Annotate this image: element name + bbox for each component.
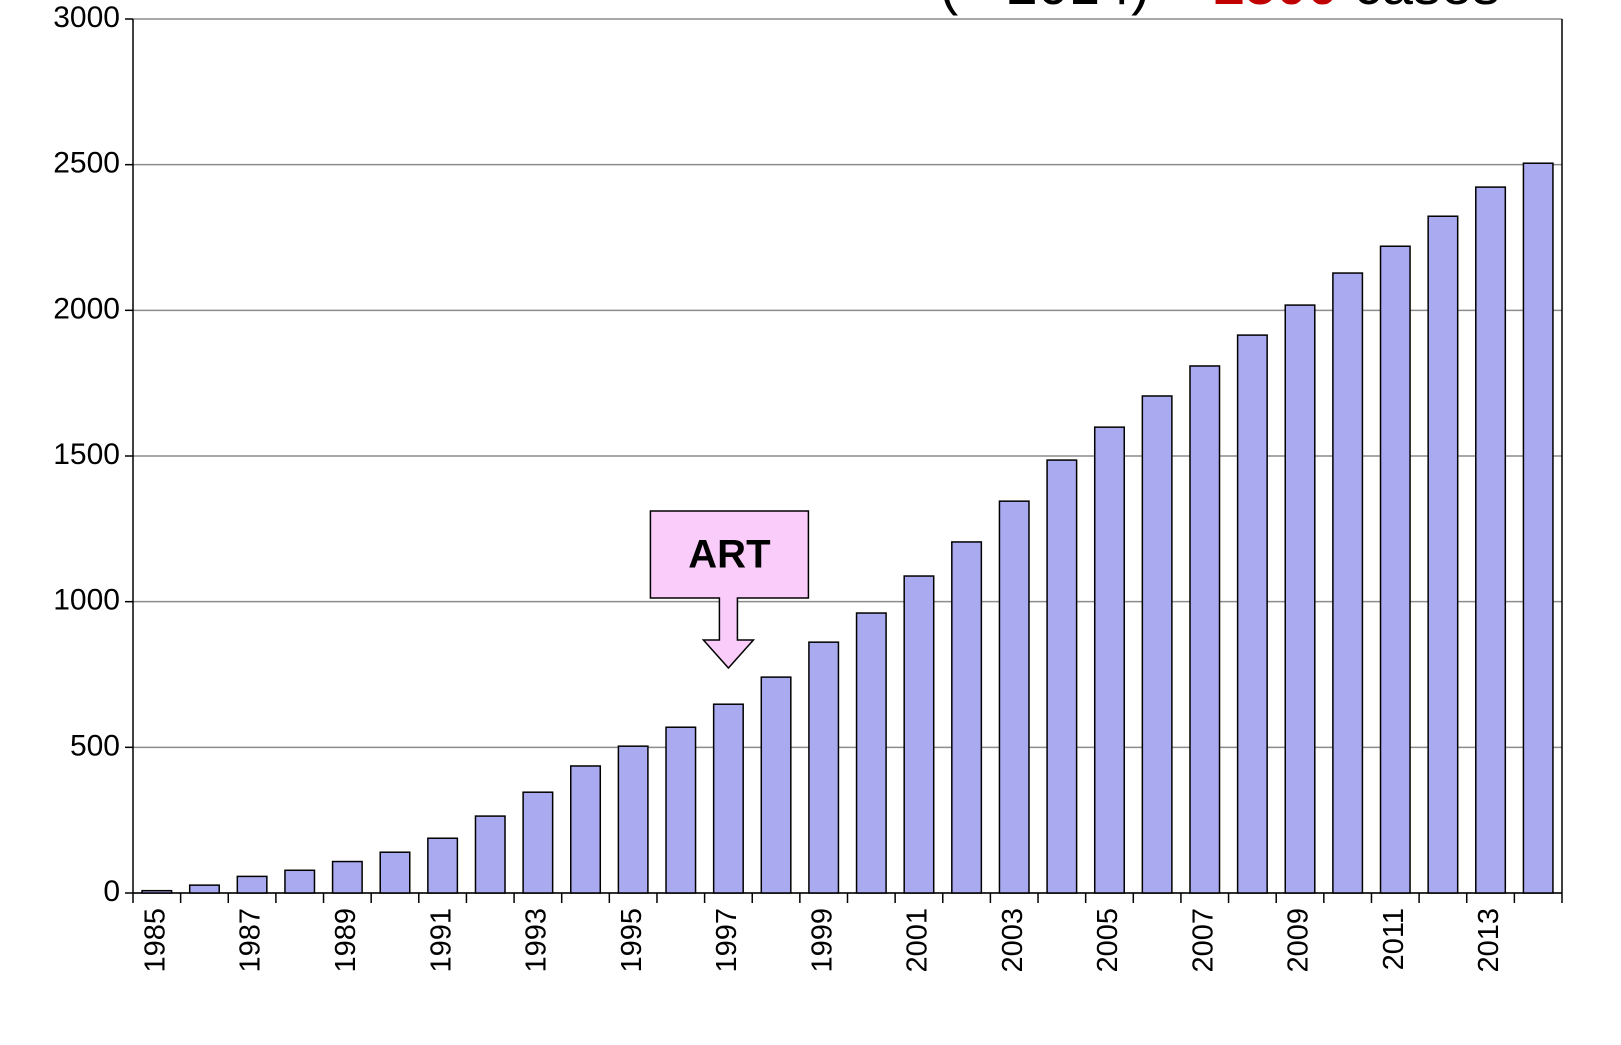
title-part: (~ 2014) ~ [940, 0, 1214, 16]
x-tick-label: 2003 [997, 908, 1029, 973]
bar [188, 884, 220, 894]
bar [331, 860, 363, 894]
bar [617, 745, 649, 894]
bar [951, 541, 983, 894]
annotation-text: ART [688, 533, 770, 577]
title-highlight: 2500 [1214, 0, 1339, 16]
bar [1522, 162, 1554, 894]
bar [1332, 272, 1364, 894]
y-tick-label: 3000 [53, 1, 120, 34]
bar [570, 765, 602, 894]
bar [1189, 365, 1221, 894]
bar [998, 500, 1030, 894]
bar [379, 851, 411, 894]
bar [1236, 334, 1268, 894]
x-tick-label: 1995 [616, 908, 648, 973]
bar [522, 791, 554, 894]
y-tick-label: 2000 [53, 292, 120, 325]
x-tick-label: 1989 [330, 908, 362, 973]
bar [855, 612, 887, 894]
bar [1141, 395, 1173, 894]
x-tick-label: 2009 [1283, 908, 1315, 973]
bar [712, 703, 744, 894]
y-tick-label: 0 [103, 875, 120, 908]
title-part: cases [1338, 0, 1500, 16]
y-tick-label: 1000 [53, 584, 120, 617]
x-tick-label: 1999 [806, 908, 838, 973]
x-tick-label: 1993 [521, 908, 553, 973]
bar [141, 889, 173, 894]
bar [760, 676, 792, 894]
x-tick-label: 1991 [425, 908, 457, 973]
x-tick-label: 1985 [139, 908, 171, 973]
x-tick-label: 2013 [1473, 908, 1505, 973]
chart-title: (~ 2014) ~ 2500 cases [940, 0, 1500, 16]
bar [903, 575, 935, 894]
bar [1284, 304, 1316, 894]
annotation-callout [649, 510, 810, 670]
x-tick-label: 2007 [1187, 908, 1219, 973]
x-tick-label: 2005 [1092, 908, 1124, 973]
y-tick-label: 2500 [53, 147, 120, 180]
bar [1379, 245, 1411, 894]
bar [427, 837, 459, 894]
x-tick-label: 2001 [902, 908, 934, 973]
y-tick-label: 1500 [53, 438, 120, 471]
x-tick-label: 2011 [1378, 908, 1410, 970]
bar [808, 641, 840, 894]
bar [1046, 459, 1078, 894]
bar [236, 875, 268, 894]
bar [1475, 186, 1507, 894]
bar [1427, 215, 1459, 894]
bar [474, 815, 506, 894]
bar [1093, 426, 1125, 894]
x-tick-label: 1997 [711, 908, 743, 973]
bar [665, 726, 697, 894]
bar [284, 869, 316, 894]
x-tick-label: 1987 [235, 908, 267, 973]
y-tick-label: 500 [70, 729, 120, 762]
